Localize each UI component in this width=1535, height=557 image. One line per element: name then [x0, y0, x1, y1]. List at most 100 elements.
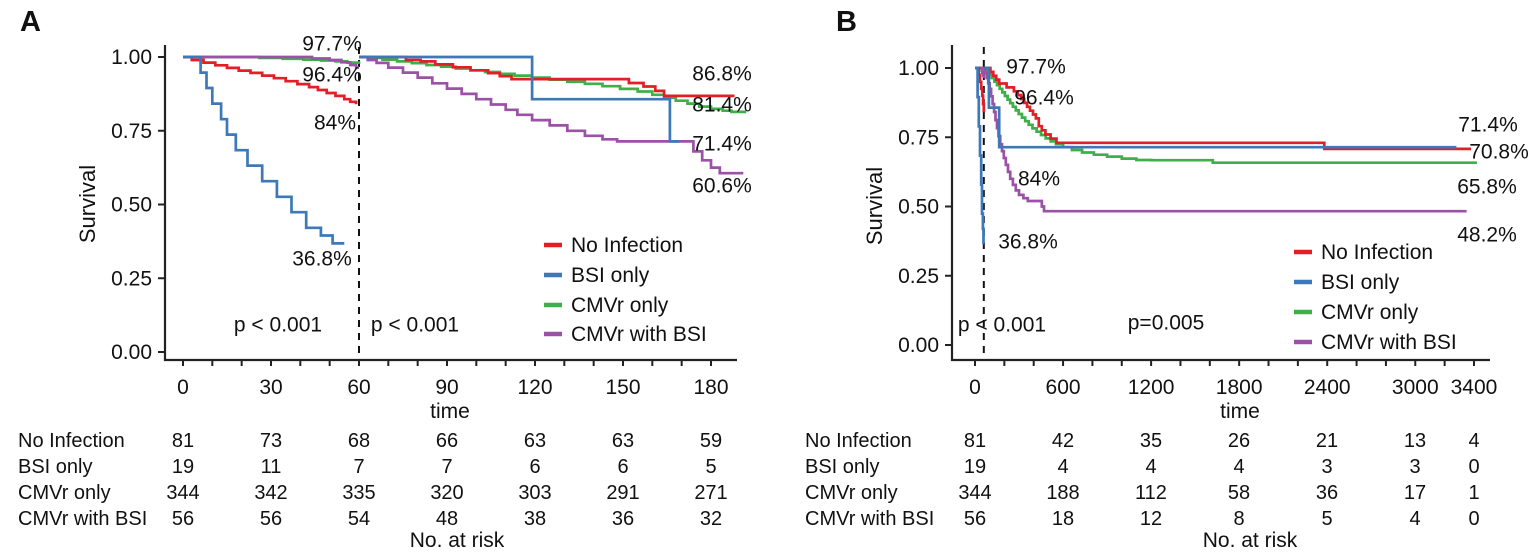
- panel-a-y-tick-label: 0.50: [111, 194, 152, 217]
- panel-b-x-tick-label: 0: [969, 376, 981, 399]
- panel-b-survival-annotation: 84%: [1018, 168, 1060, 191]
- panel-b-risk-value: 8: [1233, 508, 1244, 530]
- panel-a-y-tick-label: 0.00: [111, 341, 152, 364]
- panel-b-risk-value: 112: [1135, 482, 1167, 504]
- panel-a-axis: [163, 45, 737, 362]
- panel-b-x-tick-label: 1200: [1128, 376, 1175, 399]
- panel-a-risk-value: 56: [260, 508, 282, 530]
- panel-b-risk-value: 36: [1316, 482, 1338, 504]
- panel-a-curve-cmvr-with-bsi: [183, 55, 359, 69]
- panel-b-legend-label: CMVr with BSI: [1321, 331, 1457, 354]
- panel-b-risk-value: 0: [1468, 508, 1479, 530]
- panel-a-risk-value: 56: [172, 508, 194, 530]
- panel-b-risk-value: 4: [1145, 456, 1156, 478]
- panel-b-survival-annotation: 96.4%: [1014, 87, 1074, 110]
- panel-a-y-tick-label: 1.00: [111, 46, 152, 69]
- panel-a-risk-value: 271: [694, 482, 727, 504]
- panel-a-curve-bsi-only: [183, 55, 345, 245]
- panel-b-survival-annotation: 48.2%: [1457, 224, 1517, 247]
- panel-a-x-tick-label: 150: [605, 376, 640, 399]
- panel-b-risk-value: 3: [1409, 456, 1420, 478]
- panel-b-survival-annotation: 70.8%: [1469, 141, 1529, 164]
- panel-a-pvalue-label: p < 0.001: [234, 314, 322, 337]
- panel-a-survival-annotation: 71.4%: [692, 133, 752, 156]
- panel-b-pvalue-label: p < 0.001: [958, 314, 1046, 337]
- panel-a-x-tick-label: 60: [347, 376, 370, 399]
- panel-a-pvalue-label: p < 0.001: [371, 314, 459, 337]
- panel-b-risk-value: 4: [1057, 456, 1068, 478]
- panel-a-risk-caption: No. at risk: [409, 529, 505, 552]
- panel-a-survival-annotation: 96.4%: [302, 64, 362, 87]
- panel-b-axis: [950, 45, 1490, 362]
- panel-a-risk-value: 48: [436, 508, 458, 530]
- panel-a-legend-label: CMVr with BSI: [571, 323, 707, 346]
- panel-a-risk-value: 68: [348, 430, 370, 452]
- panel-a-curve-cmvr-only: [359, 55, 747, 114]
- panel-a-survival-annotation: 81.4%: [692, 94, 752, 117]
- panel-a-risk-value: 81: [172, 430, 194, 452]
- panel-b-risk-value: 56: [964, 508, 986, 530]
- panel-b-y-axis-title: Survival: [862, 166, 887, 246]
- panel-b-risk-value: 81: [964, 430, 986, 452]
- panel-b-survival-annotation: 65.8%: [1457, 176, 1517, 199]
- panel-a-risk-row-label: CMVr only: [18, 482, 111, 504]
- panel-a-risk-value: 19: [172, 456, 194, 478]
- panel-b-legend-label: BSI only: [1321, 271, 1400, 294]
- panel-a-curve-bsi-only: [359, 55, 679, 143]
- panel-b-risk-row-label: No Infection: [805, 430, 912, 452]
- panel-a-legend-label: No Infection: [571, 234, 683, 257]
- panel-a-y-tick-label: 0.75: [111, 120, 152, 143]
- panel-b-risk-value: 26: [1228, 430, 1250, 452]
- panel-a-risk-row-label: No Infection: [18, 430, 125, 452]
- panel-b-risk-value: 12: [1140, 508, 1162, 530]
- panel-a-risk-value: 54: [348, 508, 370, 530]
- panel-a-x-tick-label: 90: [435, 376, 458, 399]
- panel-b-curve-bsi-only: [984, 66, 1457, 149]
- panel-b-risk-value: 19: [964, 456, 986, 478]
- panel-a-risk-value: 344: [166, 482, 199, 504]
- panel-b-legend-label: No Infection: [1321, 241, 1433, 264]
- panel-a-survival-annotation: 60.6%: [692, 175, 752, 198]
- panel-b-curve-cmvr-only: [983, 66, 1477, 165]
- panel-b-risk-value: 58: [1228, 482, 1250, 504]
- panel-b-x-tick-label: 3400: [1451, 376, 1498, 399]
- panel-a-y-axis-title: Survival: [75, 164, 100, 244]
- panel-b-risk-value: 4: [1468, 430, 1479, 452]
- panel-b-risk-caption: No. at risk: [1202, 529, 1298, 552]
- panel-a-survival-annotation: 36.8%: [292, 248, 352, 271]
- panel-a-survival-annotation: 86.8%: [692, 63, 752, 86]
- panel-a-risk-value: 38: [524, 508, 546, 530]
- panel-b-risk-value: 4: [1233, 456, 1244, 478]
- panel-a-risk-value: 303: [518, 482, 551, 504]
- panel-a-curve-cmvr-with-bsi: [359, 55, 744, 175]
- panel-a-risk-row-label: CMVr with BSI: [18, 508, 147, 530]
- panel-b-survival-annotation: 36.8%: [998, 231, 1058, 254]
- panel-a-y-tick-label: 0.25: [111, 267, 152, 290]
- panel-a-risk-value: 7: [353, 456, 364, 478]
- panel-a-curve-no-infection: [183, 55, 358, 105]
- panel-b-x-tick-label: 600: [1046, 376, 1081, 399]
- panel-b-risk-value: 4: [1409, 508, 1420, 530]
- panel-b-risk-value: 18: [1052, 508, 1074, 530]
- panel-b-risk-value: 17: [1404, 482, 1426, 504]
- panel-b-y-tick-label: 1.00: [898, 57, 939, 80]
- panel-b-x-tick-label: 3000: [1392, 376, 1439, 399]
- panel-b-risk-value: 13: [1404, 430, 1426, 452]
- panel-a-risk-value: 335: [342, 482, 375, 504]
- panel-b-risk-value: 1: [1468, 482, 1479, 504]
- panel-b-risk-value: 21: [1316, 430, 1338, 452]
- panel-a-risk-value: 32: [700, 508, 722, 530]
- panel-a-risk-value: 342: [254, 482, 287, 504]
- panel-a-risk-value: 36: [612, 508, 634, 530]
- panel-a-x-axis-title: time: [430, 400, 470, 423]
- panel-a-risk-value: 6: [617, 456, 628, 478]
- panel-b-x-axis-title: time: [1220, 400, 1260, 423]
- panel-a-survival-annotation: 84%: [314, 112, 356, 135]
- panel-a-legend-label: BSI only: [571, 264, 650, 287]
- panel-b-curve-cmvr-with-bsi: [975, 66, 986, 78]
- panel-b-risk-row-label: BSI only: [805, 456, 879, 478]
- panel-b-y-tick-label: 0.25: [898, 265, 939, 288]
- panel-b-curve-no-infection: [983, 66, 1471, 151]
- panel-b-y-tick-label: 0.75: [898, 126, 939, 149]
